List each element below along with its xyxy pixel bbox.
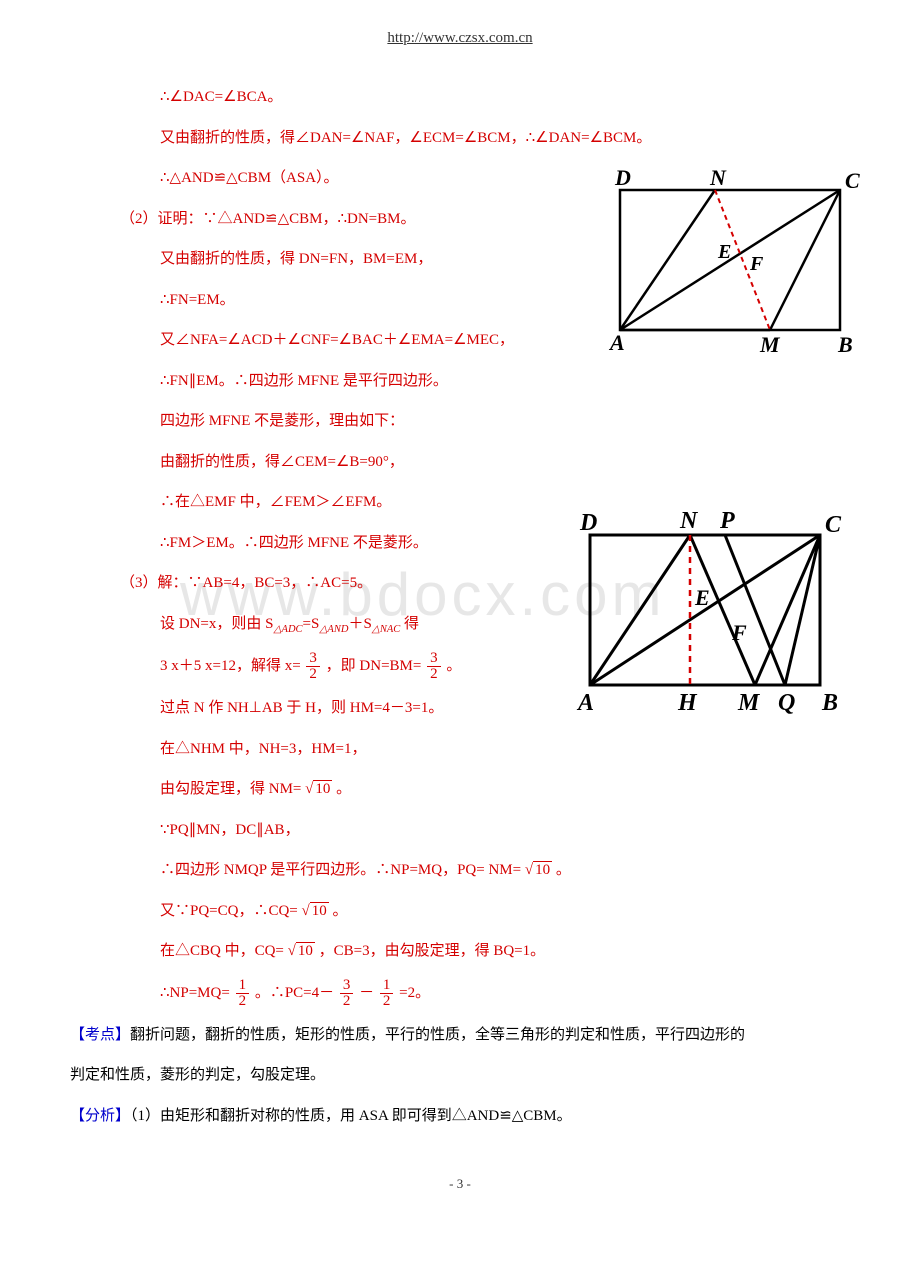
text: ∵AB=4，BC=3，∴AC=5。 <box>188 575 373 591</box>
sqrt: √10 <box>288 937 315 966</box>
text-line: 设 DN=x，则由 S△ADC=S△AND＋S△NAC 得 <box>70 604 850 646</box>
text: － <box>359 985 374 1001</box>
text-line: 又∵PQ=CQ，∴CQ= √10 。 <box>70 891 850 932</box>
text-line: 由翻折的性质，得∠CEM=∠B=90°， <box>70 442 850 483</box>
text: 3 x＋5 x=12，解得 x= <box>160 658 301 674</box>
label: 【分析】 <box>70 1108 130 1124</box>
text: 由勾股定理，得 NM= <box>160 781 301 797</box>
text-line: 过点 N 作 NH⊥AB 于 H，则 HM=4－3=1。 <box>70 688 850 729</box>
text: 设 DN=x，则由 S <box>160 616 273 632</box>
text: ∵△AND≌△CBM，∴DN=BM。 <box>203 211 416 227</box>
text: 。∴PC=4－ <box>255 985 334 1001</box>
text-line: ∴∠DAC=∠BCA。 <box>70 77 850 118</box>
text-line: 由勾股定理，得 NM= √10 。 <box>70 769 850 810</box>
fraction: 32 <box>340 978 354 1009</box>
text-line: 四边形 MFNE 不是菱形，理由如下： <box>70 401 850 442</box>
label: （3）解： <box>120 575 188 591</box>
text-line: 在△NHM 中，NH=3，HM=1， <box>70 729 850 770</box>
subscript: △NAC <box>372 624 401 635</box>
label: （2）证明： <box>120 211 203 227</box>
text-line: （3）解：∵AB=4，BC=3，∴AC=5。 <box>70 563 850 604</box>
fraction: 32 <box>306 651 320 682</box>
text-line: 又由翻折的性质，得 DN=FN，BM=EM， <box>70 239 850 280</box>
sqrt: √10 <box>305 775 332 804</box>
text: 。 <box>556 862 571 878</box>
text: （1）由矩形和翻折对称的性质，用 ASA 即可得到△AND≌△CBM。 <box>130 1108 572 1124</box>
text: =S <box>303 616 320 632</box>
text: 。 <box>333 903 348 919</box>
sqrt: √10 <box>302 897 329 926</box>
sqrt: √10 <box>525 856 552 885</box>
text-line: 又由翻折的性质，得∠DAN=∠NAF，∠ECM=∠BCM，∴∠DAN=∠BCM。 <box>70 118 850 159</box>
subscript: △ADC <box>273 624 302 635</box>
text-line: ∴在△EMF 中，∠FEM＞∠EFM。 <box>70 482 850 523</box>
text: 在△CBQ 中，CQ= <box>160 943 284 959</box>
text-line: 【分析】（1）由矩形和翻折对称的性质，用 ASA 即可得到△AND≌△CBM。 <box>70 1096 850 1137</box>
text: ∴NP=MQ= <box>160 985 230 1001</box>
text: 。 <box>446 658 461 674</box>
fraction: 32 <box>427 651 441 682</box>
text-line: ∴△AND≌△CBM（ASA）。 <box>70 158 850 199</box>
text: ，CB=3，由勾股定理，得 BQ=1。 <box>319 943 546 959</box>
text-line: ∴FN∥EM。∴四边形 MFNE 是平行四边形。 <box>70 361 850 402</box>
text-line: ∴NP=MQ= 12 。∴PC=4－ 32 － 12 =2。 <box>70 972 850 1015</box>
text-line: 3 x＋5 x=12，解得 x= 32 ，即 DN=BM= 32 。 <box>70 645 850 688</box>
text: ，即 DN=BM= <box>326 658 422 674</box>
text-line: ∴FM＞EM。∴四边形 MFNE 不是菱形。 <box>70 523 850 564</box>
text-line: （2）证明：∵△AND≌△CBM，∴DN=BM。 <box>70 199 850 240</box>
fraction: 12 <box>380 978 394 1009</box>
label: 【考点】 <box>70 1027 130 1043</box>
text: 又∵PQ=CQ，∴CQ= <box>160 903 298 919</box>
page-header-url: http://www.czsx.com.cn <box>70 30 850 47</box>
text-line: 又∠NFA=∠ACD＋∠CNF=∠BAC＋∠EMA=∠MEC， <box>70 320 850 361</box>
text-line: 在△CBQ 中，CQ= √10 ，CB=3，由勾股定理，得 BQ=1。 <box>70 931 850 972</box>
text: ∴四边形 NMQP 是平行四边形。∴NP=MQ，PQ= NM= <box>160 862 521 878</box>
text-line: ∵PQ∥MN，DC∥AB， <box>70 810 850 851</box>
text-line: 判定和性质，菱形的判定，勾股定理。 <box>70 1055 850 1096</box>
text: 得 <box>400 616 419 632</box>
subscript: △AND <box>319 624 348 635</box>
page-footer: - 3 - <box>70 1176 850 1192</box>
fraction: 12 <box>236 978 250 1009</box>
text-line: ∴FN=EM。 <box>70 280 850 321</box>
text: 翻折问题，翻折的性质，矩形的性质，平行的性质，全等三角形的判定和性质，平行四边形… <box>130 1027 745 1043</box>
text: ＋S <box>348 616 371 632</box>
text-line: 【考点】翻折问题，翻折的性质，矩形的性质，平行的性质，全等三角形的判定和性质，平… <box>70 1015 850 1056</box>
text-line: ∴四边形 NMQP 是平行四边形。∴NP=MQ，PQ= NM= √10 。 <box>70 850 850 891</box>
text: 。 <box>336 781 351 797</box>
text: =2。 <box>399 985 430 1001</box>
